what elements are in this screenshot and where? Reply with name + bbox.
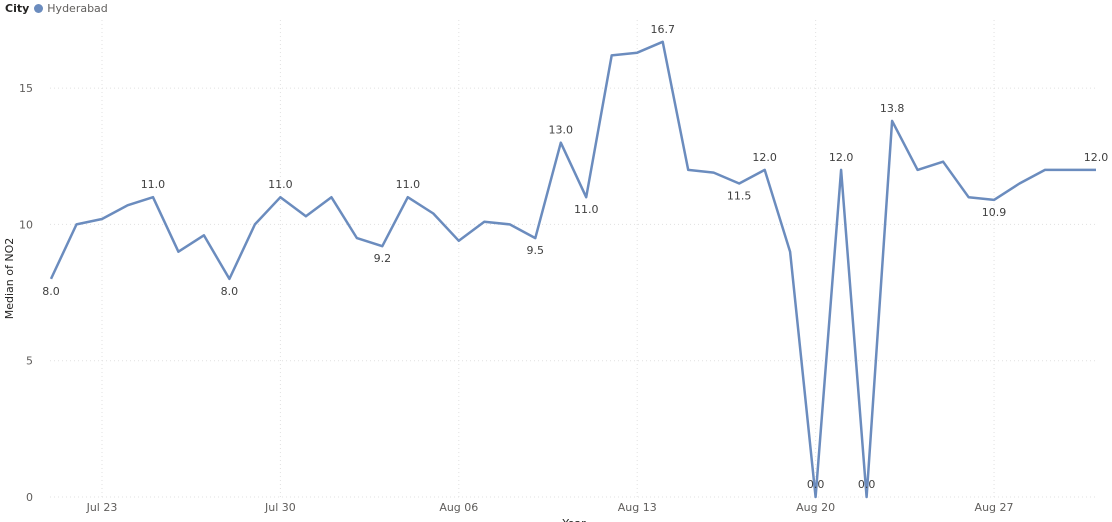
y-tick-label: 15 bbox=[19, 82, 33, 95]
data-label: 9.5 bbox=[527, 244, 545, 257]
y-axis-title: Median of NO2 bbox=[3, 238, 16, 320]
data-label: 12.0 bbox=[752, 151, 777, 164]
data-label: 11.5 bbox=[727, 190, 752, 203]
data-label: 0.0 bbox=[807, 478, 825, 491]
data-label: 11.0 bbox=[396, 178, 421, 191]
data-label: 9.2 bbox=[374, 252, 392, 265]
x-tick-label: Jul 30 bbox=[264, 501, 296, 514]
legend: City Hyderabad bbox=[5, 2, 108, 15]
data-label: 0.0 bbox=[858, 478, 876, 491]
legend-dot-icon bbox=[34, 4, 44, 13]
series-line-hyderabad bbox=[49, 40, 1096, 499]
data-label: 8.0 bbox=[42, 285, 60, 298]
legend-title: City bbox=[5, 2, 30, 15]
data-label: 11.0 bbox=[574, 203, 599, 216]
legend-item-label: Hyderabad bbox=[47, 2, 108, 15]
data-label: 12.0 bbox=[1084, 151, 1109, 164]
x-tick-label: Aug 13 bbox=[618, 501, 657, 514]
data-label: 13.0 bbox=[549, 124, 574, 137]
data-label: 13.8 bbox=[880, 102, 905, 115]
y-tick-label: 10 bbox=[19, 218, 33, 231]
data-label: 11.0 bbox=[268, 178, 293, 191]
data-label: 10.9 bbox=[982, 206, 1007, 219]
y-tick-label: 0 bbox=[26, 491, 33, 504]
x-tick-label: Aug 06 bbox=[439, 501, 478, 514]
x-tick-label: Aug 20 bbox=[796, 501, 835, 514]
data-label: 16.7 bbox=[650, 23, 675, 36]
x-tick-label: Jul 23 bbox=[86, 501, 118, 514]
data-label: 11.0 bbox=[141, 178, 166, 191]
data-label: 12.0 bbox=[829, 151, 854, 164]
data-label: 8.0 bbox=[221, 285, 239, 298]
x-tick-label: Aug 27 bbox=[975, 501, 1014, 514]
x-axis-title: Year bbox=[561, 517, 586, 522]
y-tick-label: 5 bbox=[26, 355, 33, 368]
legend-item-hyderabad[interactable]: Hyderabad bbox=[34, 2, 108, 15]
